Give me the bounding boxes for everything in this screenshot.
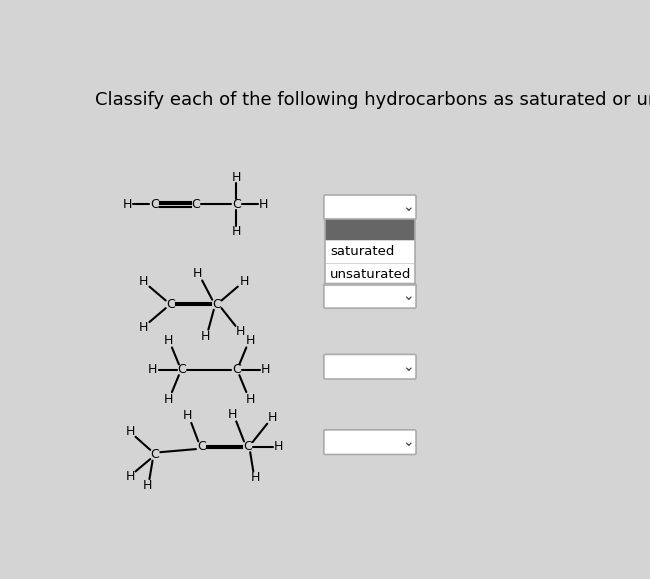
Text: ⌄: ⌄	[402, 360, 414, 373]
Text: saturated: saturated	[330, 245, 395, 258]
Text: H: H	[227, 408, 237, 421]
FancyBboxPatch shape	[324, 284, 416, 308]
Text: C: C	[192, 198, 200, 211]
Text: H: H	[274, 440, 283, 453]
Text: H: H	[125, 470, 135, 482]
FancyBboxPatch shape	[324, 195, 416, 219]
Text: C: C	[166, 298, 175, 311]
Text: unsaturated: unsaturated	[330, 268, 411, 281]
Text: H: H	[235, 325, 245, 338]
Text: H: H	[163, 393, 173, 405]
Text: H: H	[138, 321, 148, 334]
Text: H: H	[193, 267, 202, 280]
Text: H: H	[231, 225, 241, 238]
Text: H: H	[183, 409, 192, 423]
Text: H: H	[261, 363, 270, 376]
Text: C: C	[177, 363, 187, 376]
Text: ⌄: ⌄	[402, 435, 414, 449]
FancyBboxPatch shape	[326, 241, 415, 263]
Text: H: H	[239, 274, 249, 288]
Text: H: H	[268, 411, 278, 424]
Text: H: H	[201, 330, 210, 343]
Text: ⌄: ⌄	[402, 289, 414, 303]
Text: H: H	[259, 198, 268, 211]
Text: H: H	[246, 393, 255, 405]
Text: C: C	[244, 440, 252, 453]
Text: C: C	[151, 198, 159, 211]
Text: C: C	[213, 298, 221, 311]
Text: C: C	[232, 198, 240, 211]
Text: Classify each of the following hydrocarbons as saturated or unsaturated.: Classify each of the following hydrocarb…	[95, 91, 650, 109]
Text: H: H	[125, 425, 135, 438]
FancyBboxPatch shape	[324, 430, 416, 455]
Text: ⌄: ⌄	[402, 200, 414, 214]
Text: H: H	[142, 479, 152, 492]
Text: H: H	[148, 363, 157, 376]
Text: H: H	[163, 334, 173, 347]
FancyBboxPatch shape	[326, 263, 415, 285]
Text: C: C	[197, 440, 206, 453]
Text: H: H	[138, 274, 148, 288]
Text: C: C	[232, 363, 240, 376]
FancyBboxPatch shape	[324, 354, 416, 379]
Text: H: H	[251, 471, 260, 484]
Text: H: H	[231, 171, 241, 184]
FancyBboxPatch shape	[326, 219, 415, 240]
Text: H: H	[246, 334, 255, 347]
Text: C: C	[151, 448, 159, 461]
Text: H: H	[123, 198, 133, 211]
